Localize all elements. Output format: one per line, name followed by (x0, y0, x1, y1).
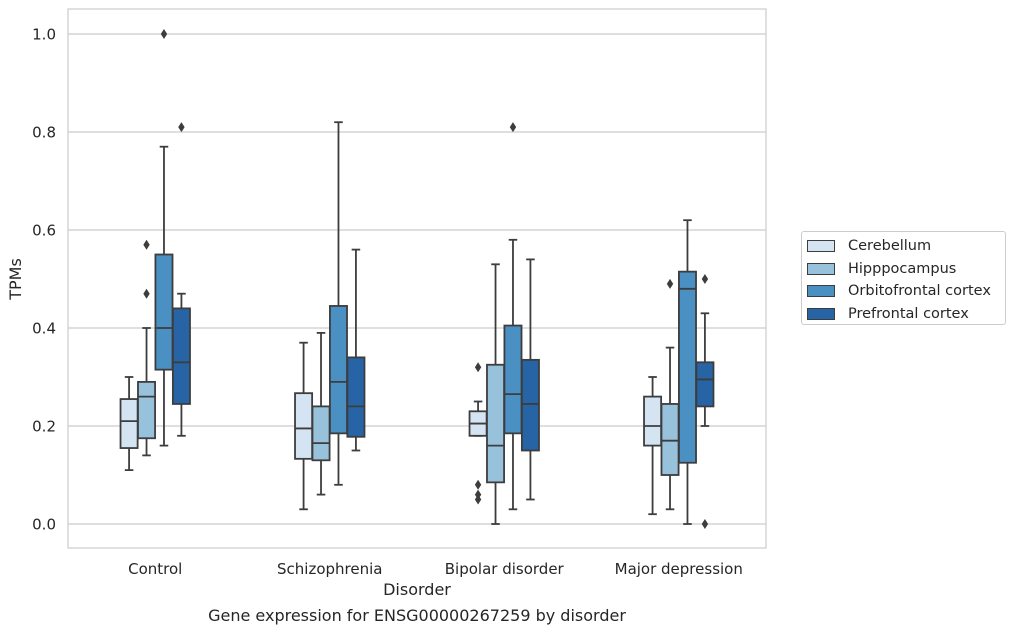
iqr-box (329, 305, 348, 435)
iqr-box (503, 324, 523, 435)
iqr-box (119, 398, 139, 449)
y-tick-label: 0.2 (32, 418, 56, 436)
legend-label: Prefrontal cortex (848, 305, 969, 322)
iqr-box (294, 392, 314, 460)
y-axis-label: TPMs (6, 258, 25, 301)
y-tick-label: 0.0 (32, 516, 56, 534)
series-cerebellum (119, 341, 663, 516)
outlier-point (666, 278, 674, 289)
iqr-box (154, 253, 174, 371)
box (486, 263, 505, 525)
legend-swatch (807, 307, 835, 320)
box (520, 258, 540, 501)
iqr-box (660, 403, 680, 476)
outlier-point (474, 362, 482, 373)
outlier-point (701, 519, 709, 529)
outlier-point (143, 239, 150, 250)
y-tick-labels: 0.0 0.2 0.4 0.6 0.8 1.0 (32, 26, 56, 534)
outlier-point (509, 122, 517, 133)
iqr-box (643, 395, 663, 447)
iqr-box (346, 356, 366, 438)
series-hipppocampus (137, 239, 680, 525)
iqr-box (678, 270, 697, 464)
x-tick-label: Bipolar disorder (445, 560, 565, 578)
iqr-box (171, 307, 191, 405)
box (503, 122, 523, 511)
box (660, 278, 680, 511)
figure-caption: Gene expression for ENSG00000267259 by d… (208, 606, 626, 625)
y-tick-label: 0.6 (32, 222, 56, 240)
box (695, 274, 715, 529)
box (643, 376, 663, 516)
outlier-point (474, 494, 482, 505)
legend-swatch (807, 240, 835, 253)
outlier-point (143, 288, 150, 299)
box (137, 239, 156, 457)
outlier-point (160, 29, 168, 39)
box (346, 248, 366, 452)
y-tick-label: 0.4 (32, 320, 56, 338)
iqr-box (486, 363, 505, 484)
legend-item-orbitofrontal-cortex: Orbitofrontal cortex (802, 280, 1005, 303)
x-tick-label: Major depression (615, 560, 743, 578)
box (678, 219, 697, 525)
y-tick-label: 1.0 (32, 26, 56, 44)
x-tick-label: Schizophrenia (277, 560, 382, 578)
iqr-box (520, 358, 540, 452)
iqr-box (311, 405, 331, 462)
legend-label: Orbitofrontal cortex (848, 283, 991, 300)
series-prefrontal-cortex (171, 122, 715, 529)
iqr-box (695, 361, 715, 408)
y-tick-label: 0.8 (32, 124, 56, 142)
outlier-point (178, 122, 185, 133)
legend-item-hipppocampus: Hipppocampus (802, 258, 1005, 281)
legend-label: Cerebellum (848, 238, 932, 255)
legend-swatch (807, 285, 835, 298)
x-tick-label: Control (128, 560, 182, 578)
outlier-point (474, 479, 482, 490)
legend-item-prefrontal-cortex: Prefrontal cortex (802, 303, 1005, 326)
legend-label: Hipppocampus (848, 260, 957, 277)
box (329, 121, 348, 486)
box-series (119, 29, 715, 529)
outlier-point (701, 274, 709, 284)
x-tick-labels: Control Schizophrenia Bipolar disorder Majo… (128, 560, 743, 578)
iqr-box (137, 380, 156, 440)
box (119, 376, 139, 472)
box (468, 362, 488, 505)
x-axis-label: Disorder (383, 580, 451, 599)
legend-swatch (807, 262, 835, 275)
legend: Cerebellum Hipppocampus Orbitofrontal co… (801, 231, 1006, 325)
series-orbitofrontal-cortex (154, 29, 697, 525)
legend-item-cerebellum: Cerebellum (802, 235, 1005, 258)
plot-frame (67, 8, 767, 549)
box (311, 331, 331, 496)
box (294, 341, 314, 511)
box (154, 29, 174, 447)
box (171, 122, 191, 437)
